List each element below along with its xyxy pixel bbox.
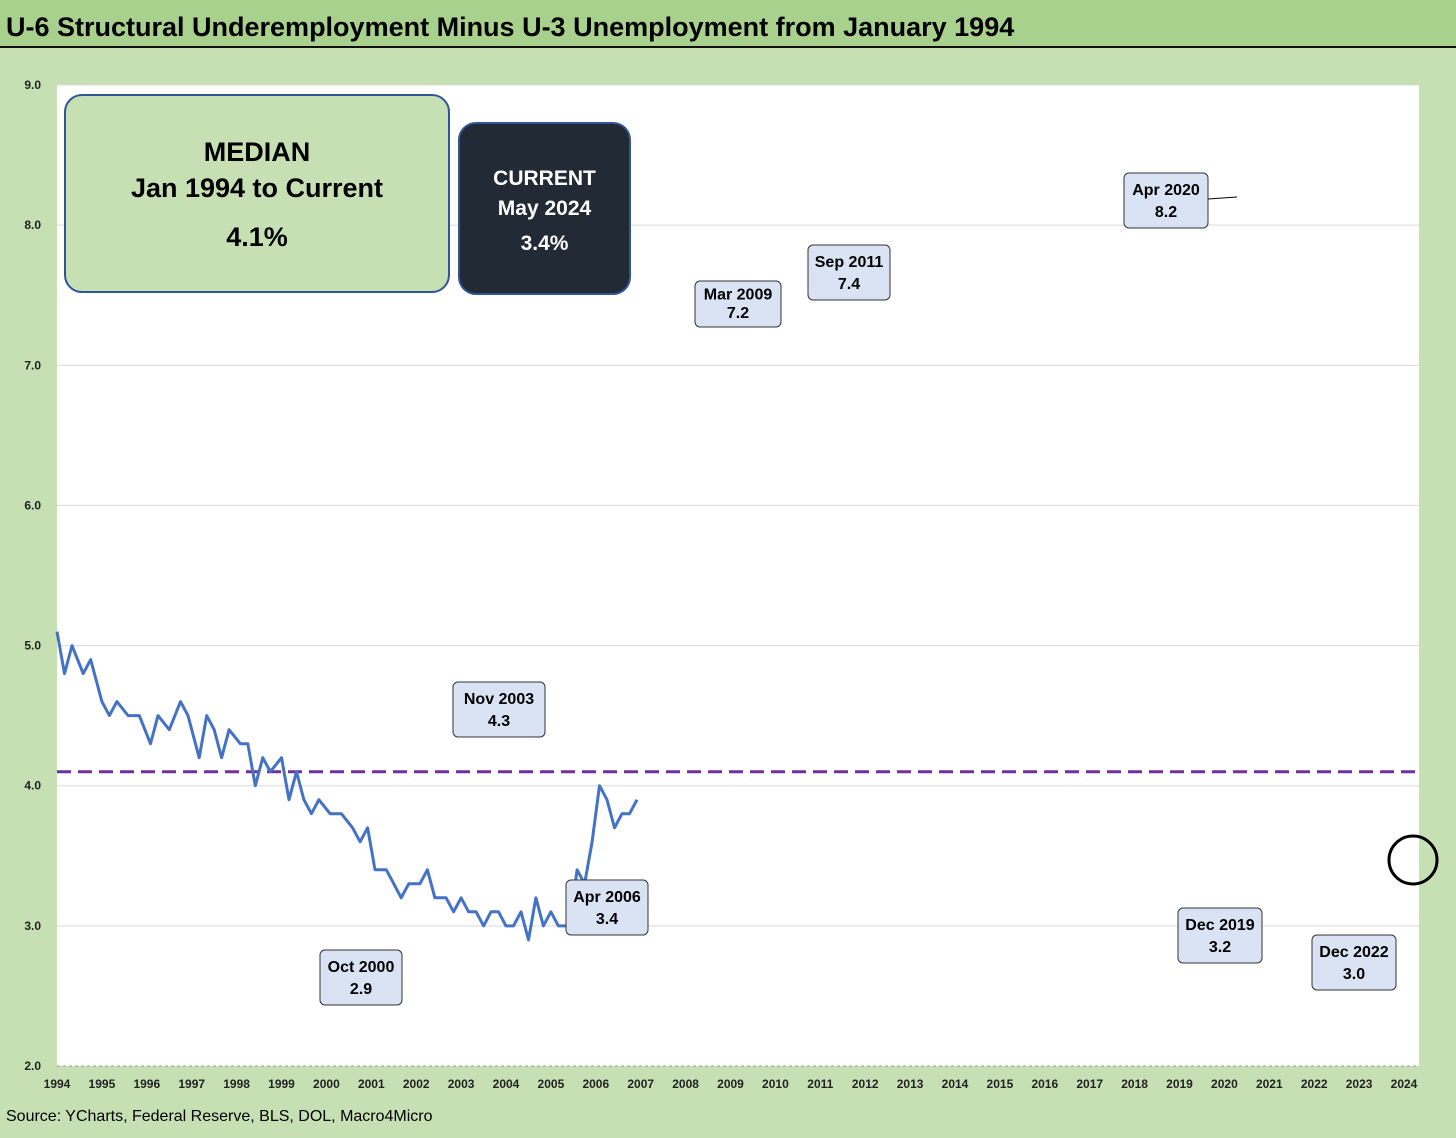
chart-svg: 2.03.04.05.06.07.08.09.0 1994 1995 1996 199… bbox=[24, 78, 1439, 1091]
annotation-value: 2.9 bbox=[350, 981, 372, 998]
x-tick-labels: 1994 1995 1996 1997 1998 1999 2000 2001 2002 2003… bbox=[44, 1077, 1418, 1091]
x-tick-label: 2011 bbox=[807, 1077, 833, 1091]
x-tick-label: 2013 bbox=[897, 1077, 924, 1091]
y-tick-label: 8.0 bbox=[24, 218, 41, 232]
x-tick-label: 2003 bbox=[448, 1077, 475, 1091]
annotation-date: Nov 2003 bbox=[464, 691, 534, 708]
current-box-period: May 2024 bbox=[497, 197, 592, 220]
y-tick-label: 4.0 bbox=[24, 779, 41, 793]
x-tick-label: 2024 bbox=[1391, 1077, 1418, 1091]
annotation-date: Mar 2009 bbox=[704, 286, 773, 303]
annotation-box bbox=[1123, 172, 1209, 229]
annotation-box bbox=[1177, 907, 1263, 964]
median-box-period: Jan 1994 to Current bbox=[130, 173, 384, 203]
median-box-value: 4.1% bbox=[226, 222, 288, 252]
annotation-callout: Apr 2006 3.4 bbox=[565, 879, 649, 936]
x-tick-label: 2009 bbox=[717, 1077, 744, 1091]
annotation-leader bbox=[1207, 196, 1238, 200]
x-tick-label: 2016 bbox=[1031, 1077, 1058, 1091]
x-tick-label: 2022 bbox=[1301, 1077, 1328, 1091]
x-tick-label: 2005 bbox=[538, 1077, 565, 1091]
current-box-value: 3.4% bbox=[520, 232, 569, 255]
x-tick-label: 2007 bbox=[627, 1077, 654, 1091]
source-note: Source: YCharts, Federal Reserve, BLS, D… bbox=[6, 1108, 433, 1125]
annotation-callout: Apr 2020 8.2 bbox=[1123, 172, 1209, 229]
x-tick-label: 2010 bbox=[762, 1077, 789, 1091]
x-tick-label: 2018 bbox=[1121, 1077, 1148, 1091]
y-tick-label: 7.0 bbox=[24, 358, 41, 372]
median-box-label: MEDIAN bbox=[203, 137, 311, 167]
annotation-value: 7.2 bbox=[727, 305, 749, 322]
x-tick-label: 2020 bbox=[1211, 1077, 1238, 1091]
x-tick-label: 2023 bbox=[1346, 1077, 1373, 1091]
x-tick-label: 1995 bbox=[89, 1077, 116, 1091]
annotation-callout: Nov 2003 4.3 bbox=[452, 681, 546, 738]
x-tick-label: 2008 bbox=[672, 1077, 699, 1091]
median-box: MEDIAN Jan 1994 to Current 4.1% bbox=[64, 94, 450, 293]
x-tick-label: 2000 bbox=[313, 1077, 340, 1091]
x-tick-label: 2015 bbox=[987, 1077, 1014, 1091]
annotation-date: Dec 2022 bbox=[1319, 944, 1388, 961]
x-tick-label: 2006 bbox=[582, 1077, 609, 1091]
y-tick-label: 2.0 bbox=[24, 1059, 41, 1073]
annotation-callout: Sep 2011 7.4 bbox=[807, 244, 891, 301]
annotation-value: 8.2 bbox=[1155, 204, 1177, 221]
x-tick-label: 2017 bbox=[1076, 1077, 1103, 1091]
x-tick-label: 2021 bbox=[1256, 1077, 1283, 1091]
y-tick-label: 5.0 bbox=[24, 639, 41, 653]
y-tick-label: 6.0 bbox=[24, 498, 41, 512]
y-tick-label: 3.0 bbox=[24, 919, 41, 933]
annotation-callout: Dec 2019 3.2 bbox=[1177, 907, 1263, 964]
annotations: Oct 2000 2.9 Nov 2003 4.3 Apr 2006 3.4 Mar 200… bbox=[319, 172, 1397, 1006]
current-box: CURRENT May 2024 3.4% bbox=[458, 122, 631, 295]
annotation-value: 3.4 bbox=[596, 911, 618, 928]
x-tick-label: 1998 bbox=[223, 1077, 250, 1091]
annotation-callout: Oct 2000 2.9 bbox=[319, 949, 403, 1006]
x-tick-label: 2012 bbox=[852, 1077, 879, 1091]
annotation-date: Apr 2006 bbox=[573, 889, 641, 906]
annotation-box bbox=[452, 681, 546, 738]
x-tick-label: 2004 bbox=[493, 1077, 520, 1091]
x-tick-label: 1997 bbox=[178, 1077, 205, 1091]
annotation-date: Dec 2019 bbox=[1185, 917, 1254, 934]
annotation-date: Apr 2020 bbox=[1132, 182, 1200, 199]
x-tick-label: 1996 bbox=[133, 1077, 160, 1091]
annotation-date: Oct 2000 bbox=[328, 959, 395, 976]
current-marker-circle bbox=[1387, 834, 1439, 886]
annotation-box bbox=[565, 879, 649, 936]
y-tick-label: 9.0 bbox=[24, 78, 41, 92]
annotation-value: 3.0 bbox=[1343, 966, 1365, 983]
x-tick-label: 2014 bbox=[942, 1077, 969, 1091]
y-tick-labels: 2.0 3.0 4.0 5.0 6.0 7.0 8.0 9.0 bbox=[24, 78, 41, 1073]
annotation-value: 4.3 bbox=[488, 713, 510, 730]
x-tick-label: 2019 bbox=[1166, 1077, 1193, 1091]
annotation-value: 7.4 bbox=[838, 276, 860, 293]
x-tick-label: 1999 bbox=[268, 1077, 295, 1091]
series-line bbox=[55, 631, 639, 942]
x-tick-label: 2002 bbox=[403, 1077, 430, 1091]
annotation-value: 3.2 bbox=[1209, 939, 1231, 956]
chart-title: U-6 Structural Underemployment Minus U-3… bbox=[6, 12, 1015, 42]
annotation-callout: Mar 2009 7.2 bbox=[694, 280, 782, 328]
annotation-box bbox=[807, 244, 891, 301]
annotation-box bbox=[319, 949, 403, 1006]
annotation-callout: Dec 2022 3.0 bbox=[1311, 934, 1397, 991]
x-tick-label: 1994 bbox=[44, 1077, 71, 1091]
title-bar: U-6 Structural Underemployment Minus U-3… bbox=[0, 0, 1456, 48]
x-tick-label: 2001 bbox=[358, 1077, 385, 1091]
current-box-label: CURRENT bbox=[493, 167, 596, 190]
annotation-box bbox=[1311, 934, 1397, 991]
annotation-box bbox=[694, 280, 782, 328]
annotation-date: Sep 2011 bbox=[815, 254, 884, 271]
